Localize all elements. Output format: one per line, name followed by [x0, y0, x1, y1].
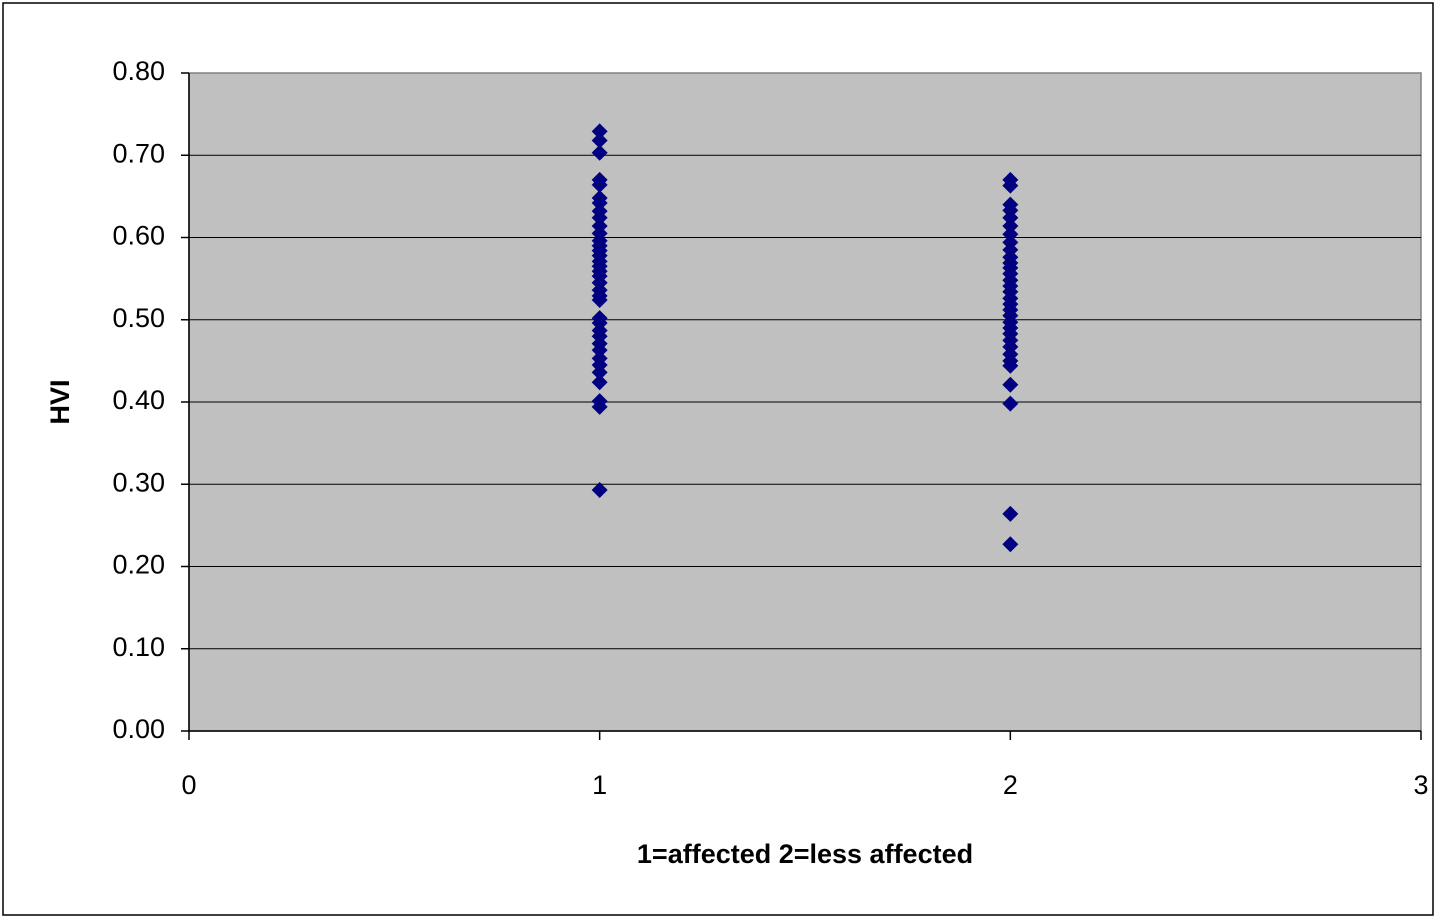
point	[591, 482, 608, 499]
x-tick-label: 3	[1413, 770, 1428, 800]
y-axis-title: HVI	[45, 379, 75, 424]
point	[1002, 395, 1019, 412]
point	[591, 144, 608, 161]
point	[591, 132, 608, 149]
y-tick-label: 0.80	[112, 56, 165, 86]
y-tick-label: 0.50	[112, 303, 165, 333]
point	[1002, 177, 1019, 194]
point	[591, 176, 608, 193]
x-tick-label: 0	[181, 770, 196, 800]
point	[591, 364, 608, 381]
y-tick-label: 0.40	[112, 385, 165, 415]
point	[1002, 536, 1019, 553]
point	[591, 374, 608, 391]
y-tick-label: 0.60	[112, 221, 165, 251]
point	[1002, 357, 1019, 374]
y-tick-label: 0.10	[112, 632, 165, 662]
y-tick-label: 0.20	[112, 550, 165, 580]
point	[591, 292, 608, 309]
x-tick-label: 1	[592, 770, 607, 800]
point	[591, 342, 608, 359]
x-tick-label: 2	[1003, 770, 1018, 800]
point	[1002, 209, 1019, 226]
point	[591, 194, 608, 211]
x-axis-title: 1=affected 2=less affected	[637, 839, 973, 869]
point	[1002, 376, 1019, 393]
point	[591, 398, 608, 415]
point	[591, 209, 608, 226]
point	[591, 123, 608, 140]
point	[1002, 217, 1019, 234]
y-tick-label: 0.00	[112, 714, 165, 744]
y-tick-label: 0.30	[112, 467, 165, 497]
point	[1002, 505, 1019, 522]
point	[1002, 226, 1019, 243]
y-tick-label: 0.70	[112, 138, 165, 168]
